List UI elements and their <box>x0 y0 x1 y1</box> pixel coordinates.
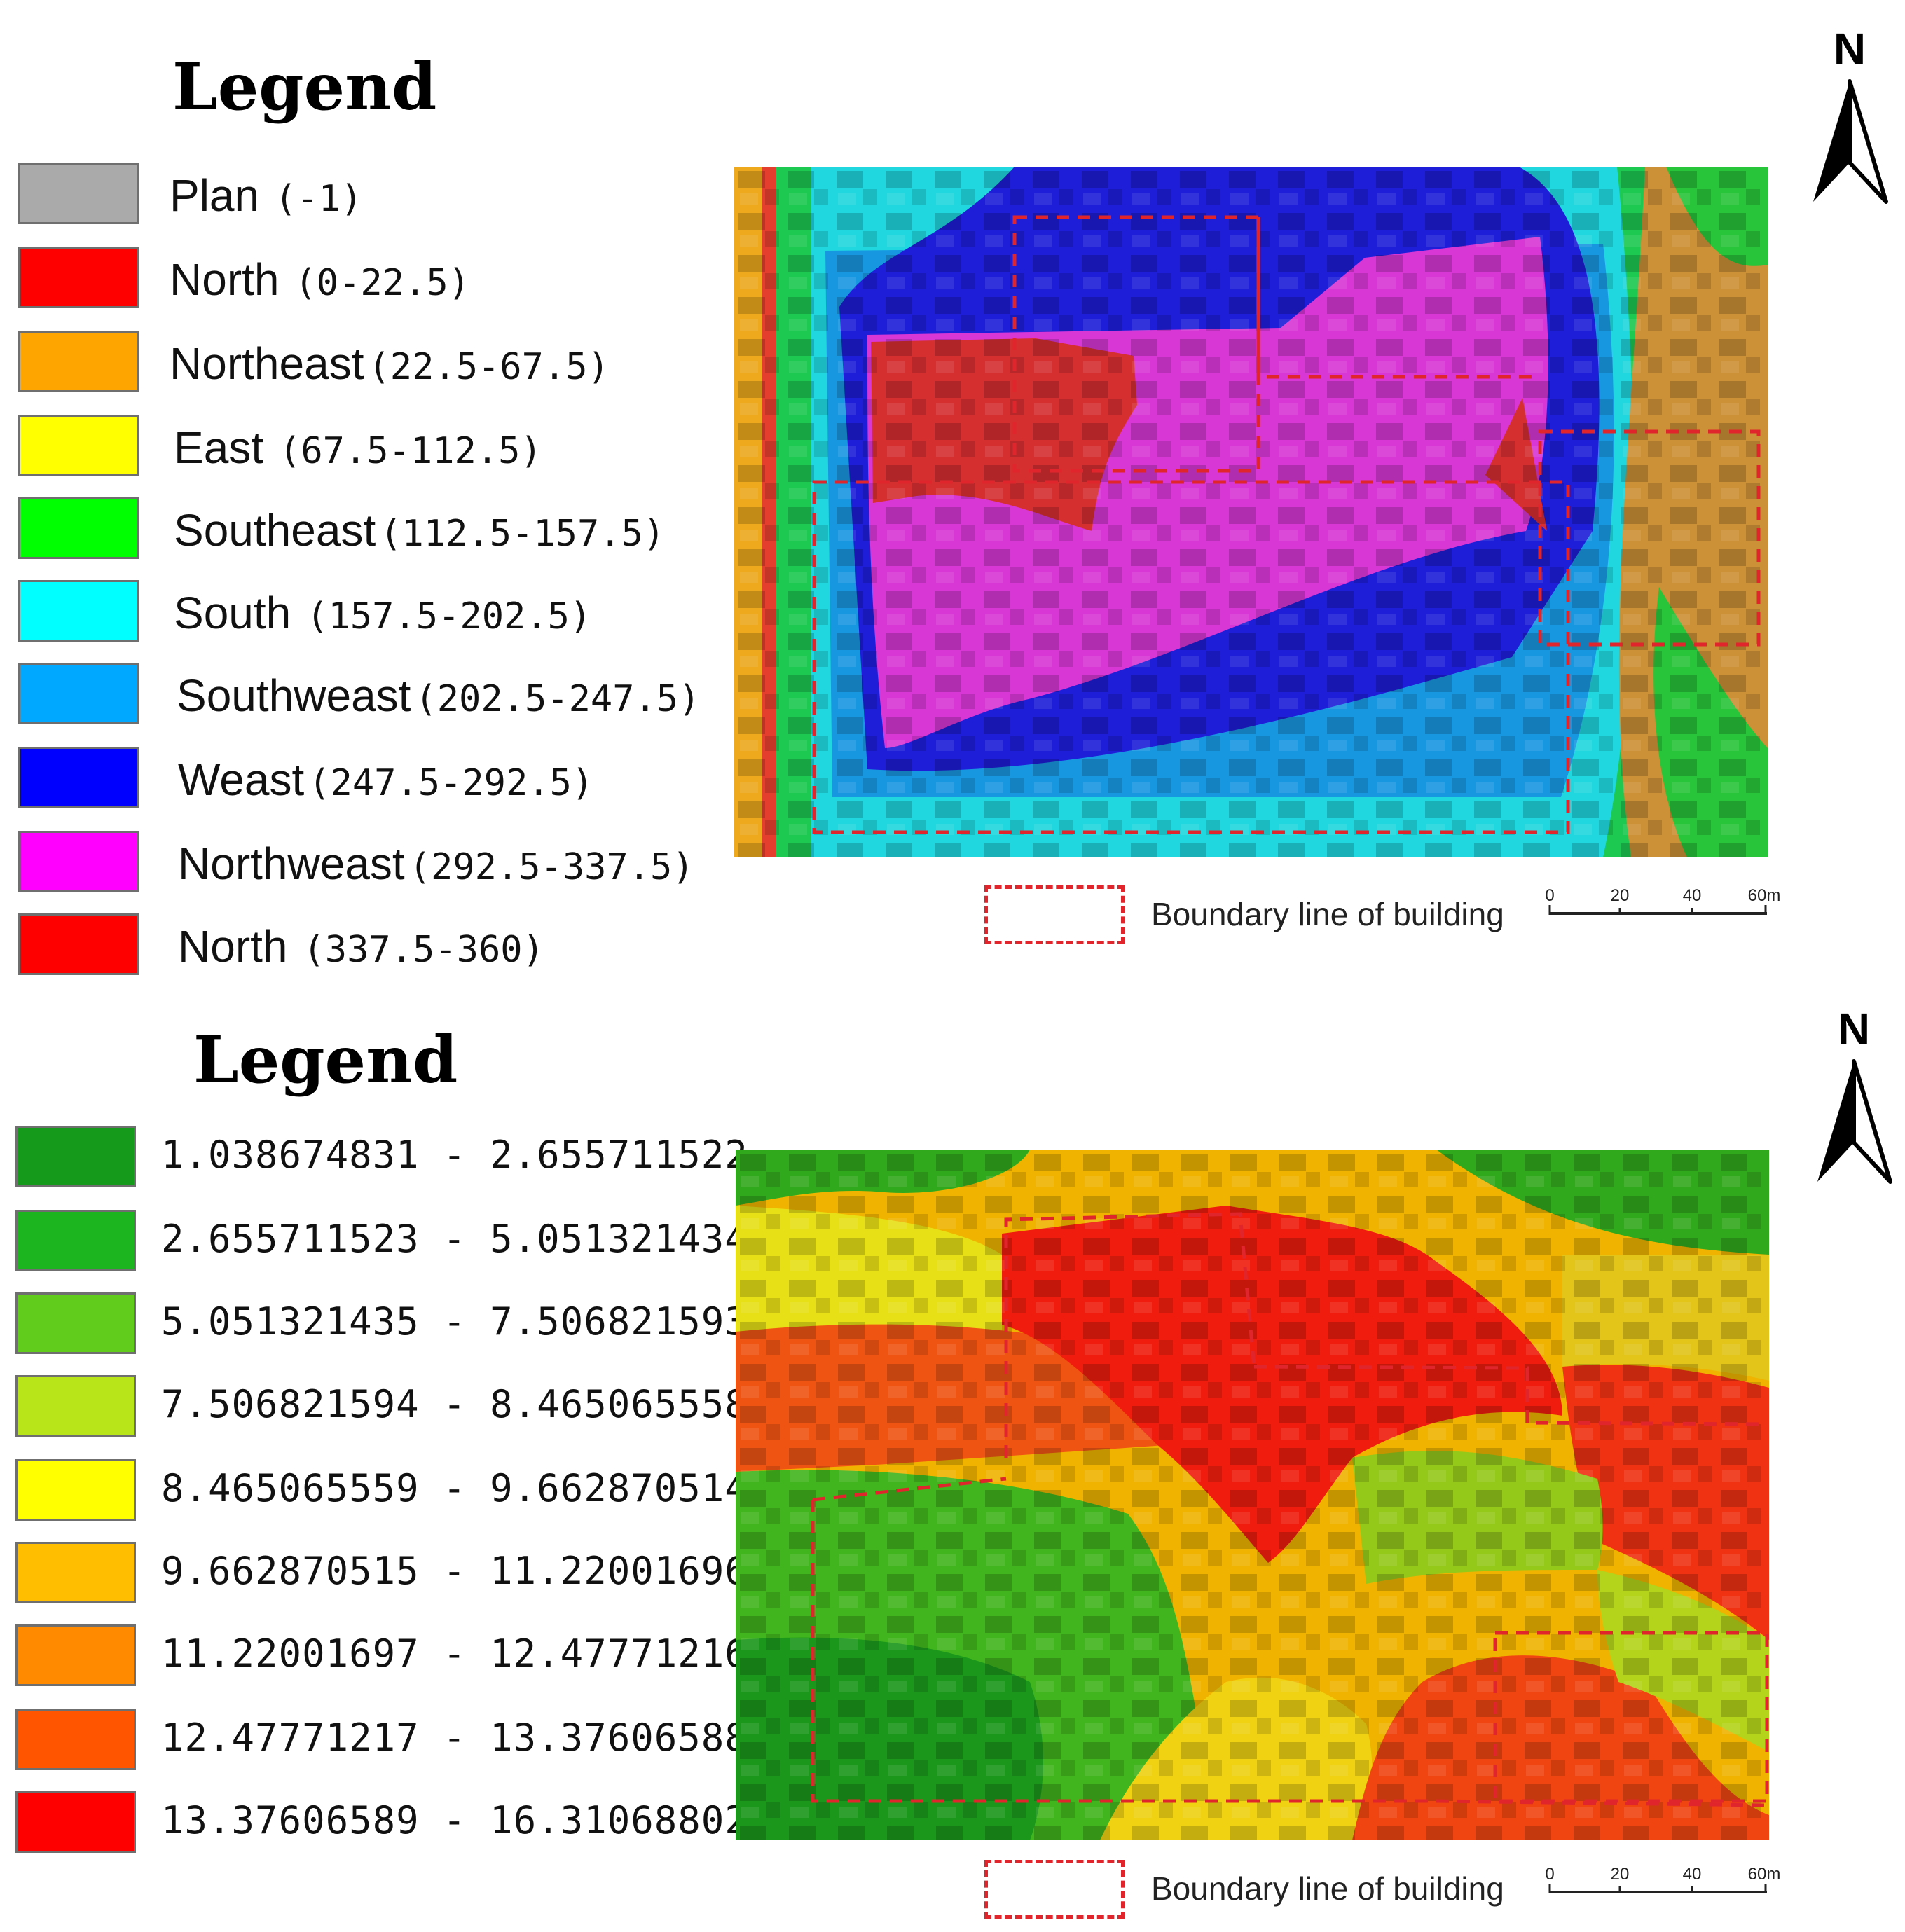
north-label: N <box>1838 1004 1870 1054</box>
north-arrow-icon: N <box>1813 24 1888 204</box>
legend-item-range: 8.465065559 - 9.662870514 <box>161 1466 748 1510</box>
scale-bar: 0 20 40 60m <box>1541 1863 1794 1908</box>
legend-item-range: (67.5-112.5) <box>279 430 542 472</box>
wind-direction-map <box>734 167 1768 857</box>
legend-item-range: (112.5-157.5) <box>380 513 666 555</box>
legend-swatch <box>18 747 139 808</box>
wind-speed-panel: Legend 1.038674831 - 2.655711522 2.65571… <box>0 966 1905 1932</box>
legend-swatch <box>18 247 139 308</box>
legend-swatch <box>18 415 139 476</box>
legend-swatch <box>18 163 139 224</box>
legend-swatch <box>15 1542 136 1603</box>
legend-item-name: Northweast <box>178 839 405 889</box>
north-label: N <box>1834 24 1866 74</box>
legend-item-range: (157.5-202.5) <box>306 595 592 637</box>
wind-direction-map-canvas <box>734 167 1768 857</box>
legend-item-range: 9.662870515 - 11.22001696 <box>161 1549 748 1593</box>
scale-bar-graphic: 0 20 40 60m <box>1545 1865 1781 1893</box>
legend-swatch <box>18 831 139 892</box>
scale-bar-graphic: 0 20 40 60m <box>1545 886 1781 915</box>
legend-item-range: (337.5-360) <box>303 929 544 971</box>
boundary-label: Boundary line of building <box>1151 1870 1504 1907</box>
legend-item-name: Northeast <box>170 338 364 389</box>
legend-swatch <box>15 1791 136 1853</box>
legend-swatch <box>18 331 139 392</box>
legend-item-name: North <box>170 254 280 305</box>
boundary-legend: Boundary line of building <box>984 1860 1545 1923</box>
legend-swatch <box>15 1210 136 1271</box>
legend-item-name: Southeast <box>174 505 376 556</box>
legend-item-range: 1.038674831 - 2.655711522 <box>161 1133 748 1177</box>
legend-swatch <box>15 1624 136 1686</box>
north-arrow: N <box>1801 21 1899 214</box>
legend-item-range: (-1) <box>275 178 363 220</box>
building-boundary-lines <box>812 215 1761 834</box>
legend-swatch <box>15 1709 136 1770</box>
boundary-swatch <box>984 885 1125 944</box>
legend-title: Legend <box>172 49 437 125</box>
legend-item-range: 11.22001697 - 12.47771216 <box>161 1631 748 1676</box>
legend-swatch <box>15 1459 136 1521</box>
wind-direction-panel: Legend Plan (-1) North (0-22.5) Northeast(… <box>18 21 1899 975</box>
legend-item-name: North <box>178 921 288 972</box>
legend-item-range: 7.506821594 - 8.465065558 <box>161 1382 748 1426</box>
building-boundary-lines <box>811 1212 1769 1807</box>
legend-item-name: Plan <box>170 170 260 221</box>
legend-item-name: South <box>174 588 291 638</box>
wind-speed-map <box>736 1150 1769 1840</box>
scale-label-60m: 60m <box>1748 886 1781 905</box>
legend-swatch <box>18 497 139 559</box>
legend-swatch <box>18 580 139 642</box>
legend-item-range: 2.655711523 - 5.051321434 <box>161 1217 748 1261</box>
legend-item-range: (202.5-247.5) <box>415 678 701 720</box>
legend-item-range: (292.5-337.5) <box>408 846 694 888</box>
legend-item-range: 12.47771217 - 13.37606588 <box>161 1716 748 1760</box>
legend-item-range: (0-22.5) <box>294 262 470 304</box>
wind-speed-map-canvas <box>736 1150 1769 1840</box>
boundary-legend: Boundary line of building <box>984 885 1545 948</box>
scale-label-40: 40 <box>1683 1865 1702 1884</box>
boundary-label: Boundary line of building <box>1151 896 1504 932</box>
legend-item-name: Southweast <box>177 670 411 721</box>
legend-swatch <box>15 1126 136 1187</box>
legend-swatch <box>18 663 139 724</box>
scale-bar: 0 20 40 60m <box>1541 884 1794 930</box>
legend-item-range: (247.5-292.5) <box>308 762 594 804</box>
legend-item-name: East <box>174 422 264 473</box>
legend-title: Legend <box>193 1022 458 1098</box>
legend-item-range: 13.37606589 - 16.31068802 <box>161 1798 748 1842</box>
legend-item-name: Weast <box>178 754 305 805</box>
legend-item-range: 5.051321435 - 7.506821593 <box>161 1299 748 1344</box>
scale-label-20: 20 <box>1611 1865 1630 1884</box>
north-arrow: N <box>1805 1001 1903 1194</box>
boundary-swatch <box>984 1860 1125 1919</box>
scale-label-0: 0 <box>1545 886 1554 905</box>
legend-swatch <box>15 1375 136 1437</box>
legend-swatch <box>18 913 139 975</box>
scale-label-20: 20 <box>1611 886 1630 905</box>
scale-label-60m: 60m <box>1748 1865 1781 1884</box>
scale-label-40: 40 <box>1683 886 1702 905</box>
legend-swatch <box>15 1292 136 1354</box>
legend-item-range: (22.5-67.5) <box>368 346 610 388</box>
north-arrow-icon: N <box>1817 1004 1892 1184</box>
scale-label-0: 0 <box>1545 1865 1554 1884</box>
